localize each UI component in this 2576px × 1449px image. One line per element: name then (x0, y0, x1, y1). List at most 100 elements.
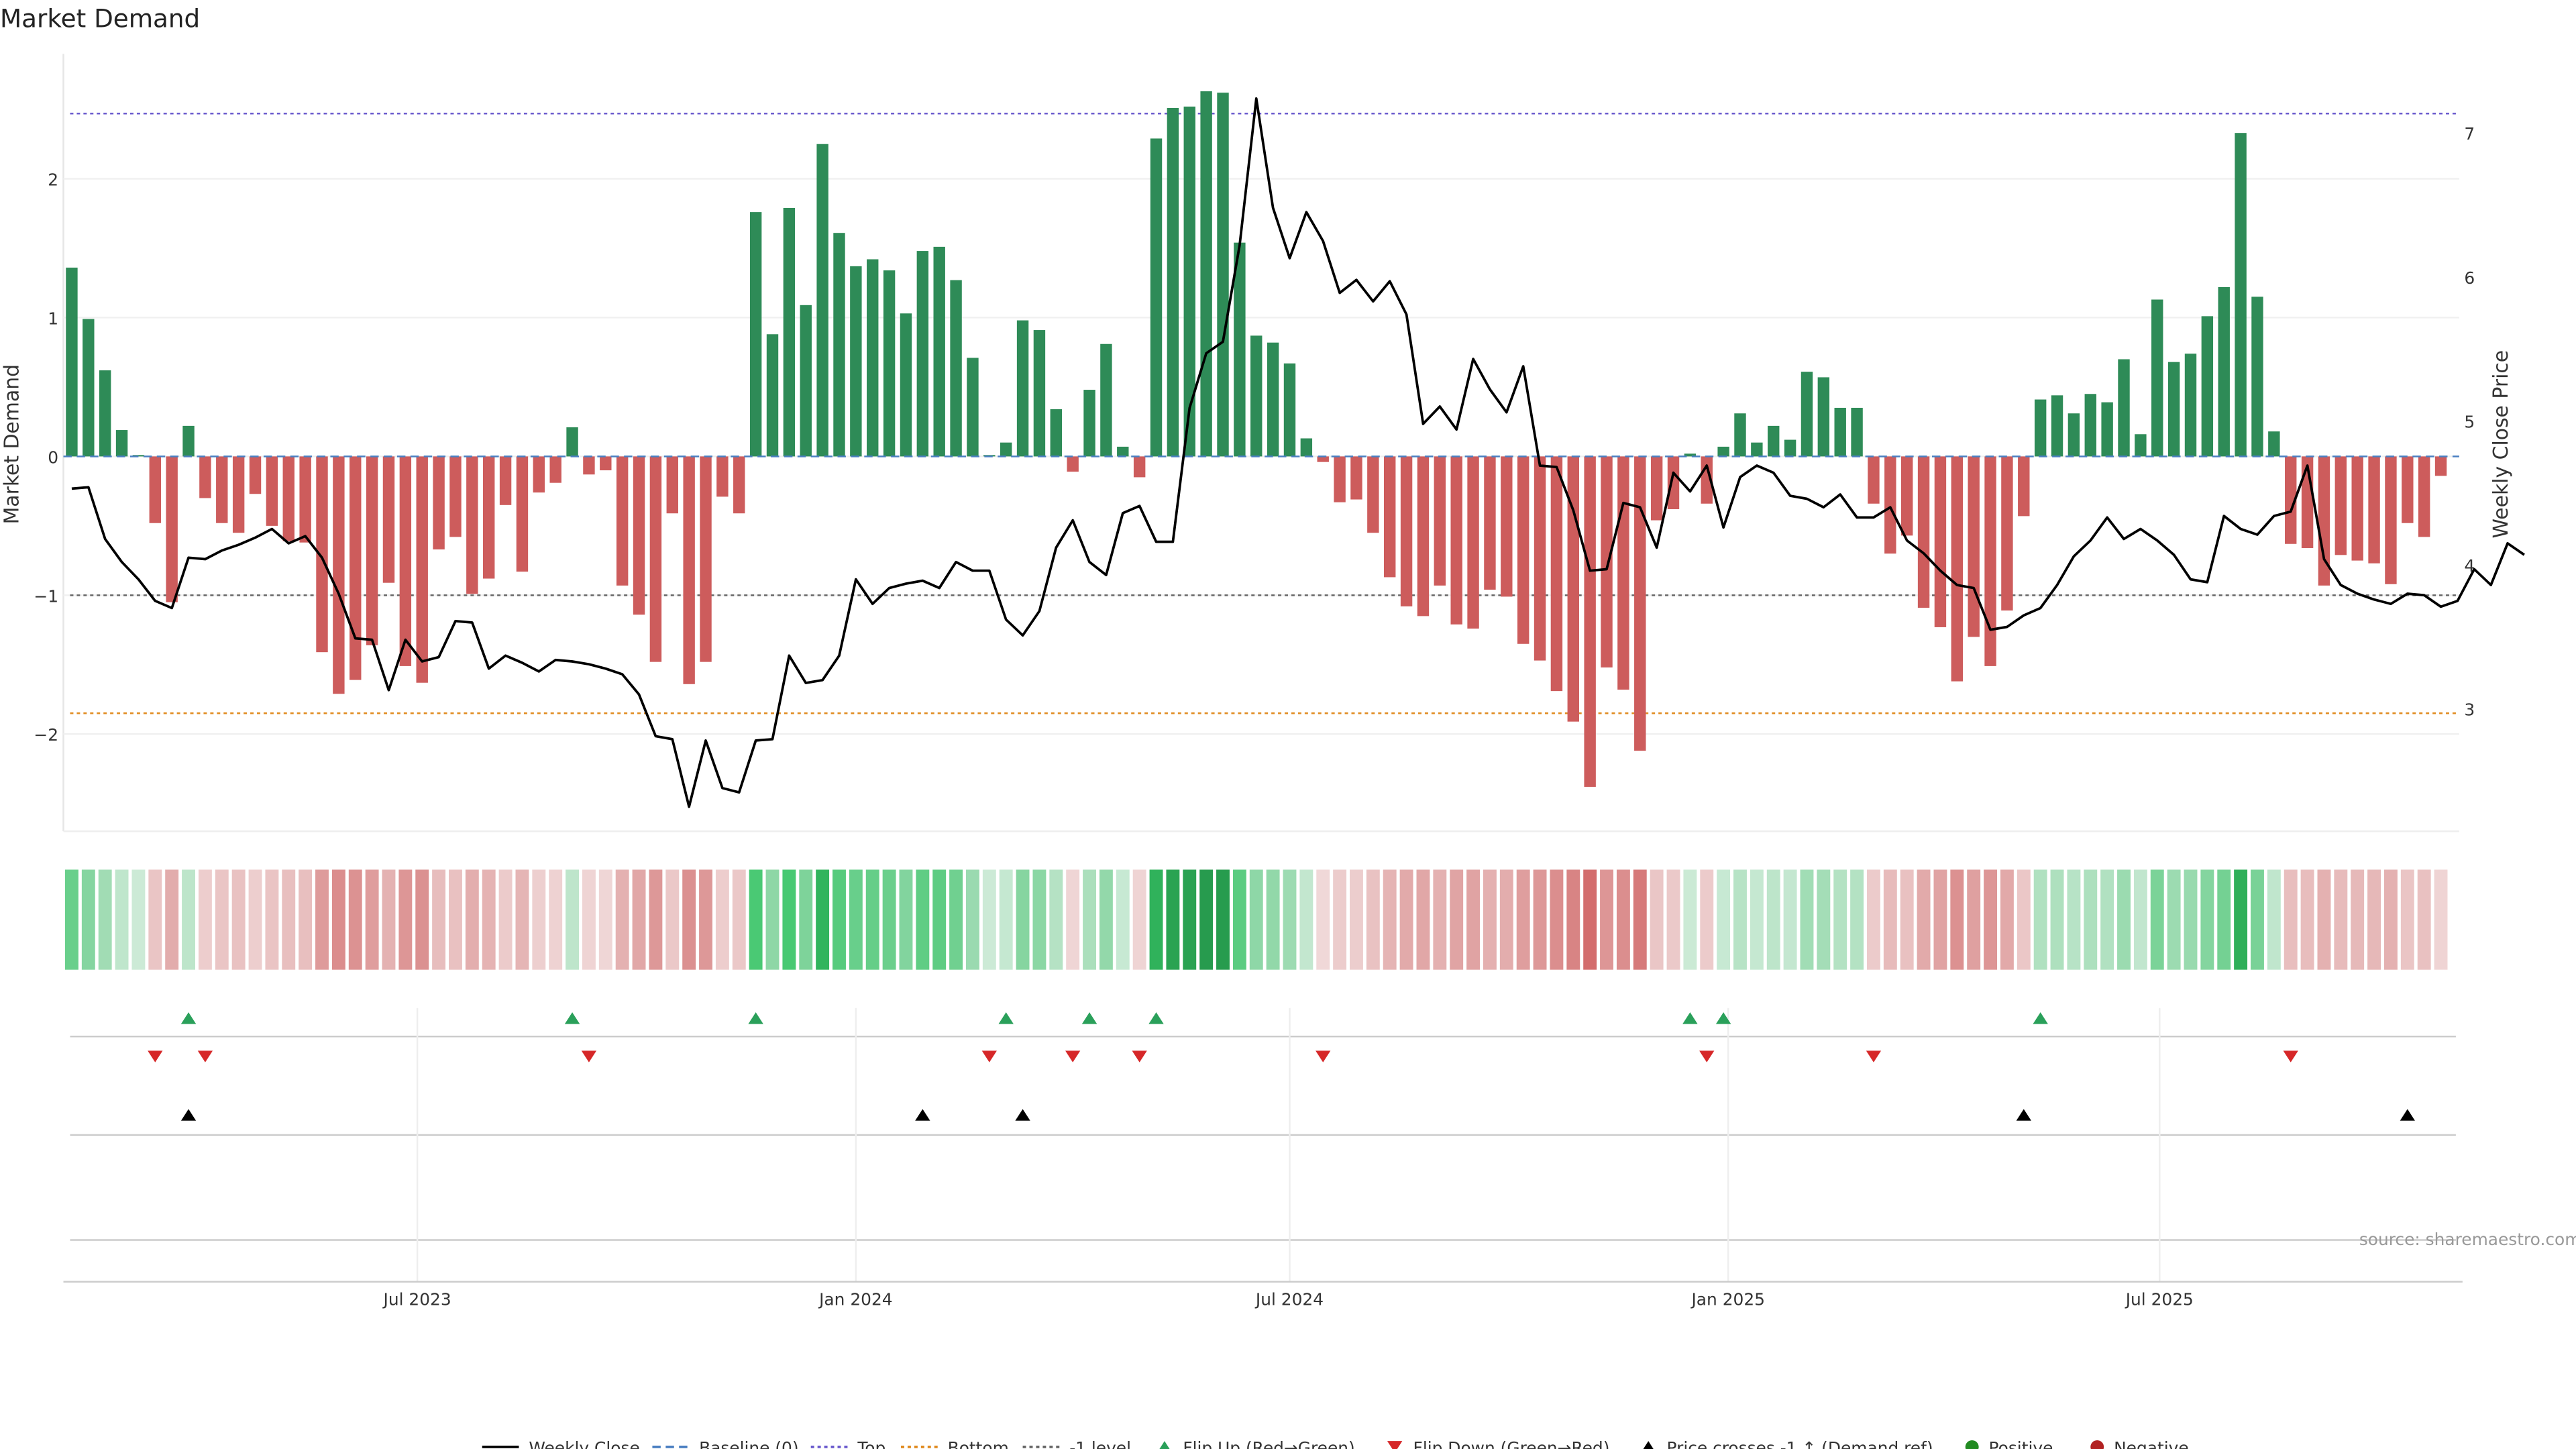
demand-bar (1900, 456, 1913, 536)
heat-cell (966, 869, 979, 970)
heat-cell (999, 869, 1013, 970)
heat-cell (1183, 869, 1197, 970)
heat-cell (498, 869, 513, 970)
heat-cell (1232, 869, 1246, 970)
demand-bar (1117, 446, 1129, 457)
demand-bar (2434, 456, 2447, 476)
right-tick-label: 7 (2464, 124, 2475, 144)
right-tick-label: 5 (2464, 412, 2475, 431)
legend-swatch-flip-up-red-green (1159, 1441, 1170, 1449)
heat-cell (1967, 869, 1981, 970)
price-cross-marker (180, 1109, 197, 1121)
flip-marker-panel (70, 1035, 2456, 1241)
demand-bar (2334, 456, 2347, 555)
demand-bar (1834, 407, 1846, 457)
demand-bar (1984, 456, 1996, 666)
demand-bar (433, 456, 445, 550)
demand-bar (249, 456, 262, 494)
demand-bar (416, 456, 428, 683)
heat-cell (1750, 869, 1764, 970)
heat-cell (682, 869, 696, 970)
legend-label-top: Top (857, 1438, 885, 1449)
legend-label-baseline-0: Baseline (0) (699, 1438, 799, 1449)
demand-bar (2235, 133, 2247, 457)
heat-cell (1766, 869, 1780, 970)
x-tick-label: Jul 2023 (382, 1289, 451, 1309)
heat-cell (2050, 869, 2064, 970)
heat-cell (1583, 869, 1597, 970)
demand-bar (1817, 377, 1830, 457)
heat-cell (1132, 869, 1146, 970)
heat-cell (1717, 869, 1731, 970)
demand-bar (1868, 456, 1880, 504)
source-note: source: sharemaestro.com (2359, 1230, 2576, 1249)
flip-up-marker (1682, 1012, 1698, 1024)
demand-bar (2201, 316, 2214, 457)
demand-bar (1601, 456, 1613, 667)
demand-bar (499, 456, 512, 505)
demand-bar (1067, 456, 1079, 472)
flip-down-marker (197, 1051, 213, 1063)
heat-cell (265, 869, 279, 970)
left-tick-label: 2 (48, 170, 58, 189)
heat-cell (649, 869, 663, 970)
demand-bar (1350, 456, 1362, 500)
demand-bar (2402, 456, 2414, 523)
demand-bar (633, 456, 645, 615)
demand-bar (2318, 456, 2330, 586)
demand-bar (1684, 453, 1697, 457)
demand-bar (1150, 138, 1163, 457)
demand-bar (700, 456, 712, 662)
demand-bar (2018, 456, 2030, 517)
heat-cell (2067, 869, 2081, 970)
heat-cell (1116, 869, 1130, 970)
demand-bar (1550, 456, 1563, 692)
price-cross-marker (1015, 1109, 1030, 1121)
demand-bar (2368, 456, 2380, 564)
heat-cell (1066, 869, 1080, 970)
flip-down-marker (981, 1051, 998, 1063)
heat-cell (365, 869, 379, 970)
heat-cell (1049, 869, 1063, 970)
demand-bar (883, 270, 896, 457)
demand-bar (1100, 343, 1112, 457)
demand-bar (916, 251, 929, 457)
demand-bar (800, 305, 812, 457)
right-tick-label: 3 (2464, 700, 2475, 720)
demand-bar (1200, 91, 1212, 457)
x-tick-label: Jul 2025 (2125, 1289, 2194, 1309)
event-markers (148, 1012, 2415, 1121)
heat-cell (1917, 869, 1931, 970)
heat-cell (765, 869, 780, 970)
heat-cell (715, 869, 729, 970)
flip-up-marker (564, 1012, 580, 1024)
demand-bar (266, 456, 278, 526)
heat-cell (615, 869, 629, 970)
heat-cell (1032, 869, 1046, 970)
demand-bar (216, 456, 228, 523)
heat-cell (1199, 869, 1214, 970)
demand-bar (1851, 407, 1863, 457)
heat-cell (148, 869, 162, 970)
weekly-close-series (71, 97, 2525, 808)
flip-down-marker (1065, 1051, 1081, 1063)
demand-bar (1083, 390, 1095, 457)
flip-down-marker (2283, 1051, 2298, 1063)
heat-cell (1149, 869, 1163, 970)
heat-cell (2117, 869, 2131, 970)
heat-cell (1883, 869, 1897, 970)
demand-bar (1968, 456, 1980, 637)
heat-cell (1299, 869, 1313, 970)
demand-bar (967, 358, 979, 457)
left-tick-label: 1 (48, 309, 58, 328)
heat-cell (1683, 869, 1697, 970)
demand-bar (2268, 431, 2280, 457)
legend-swatch-flip-down-green-red (1387, 1441, 1403, 1449)
demand-bar (2351, 456, 2363, 561)
heat-cell (482, 869, 496, 970)
heat-cell (2367, 869, 2381, 970)
legend-label-price-crosses-1-demand-ref: Price crosses -1 ↑ (Demand ref) (1667, 1438, 1933, 1449)
right-tick-label: 6 (2464, 268, 2475, 288)
heat-cell (1867, 869, 1880, 970)
